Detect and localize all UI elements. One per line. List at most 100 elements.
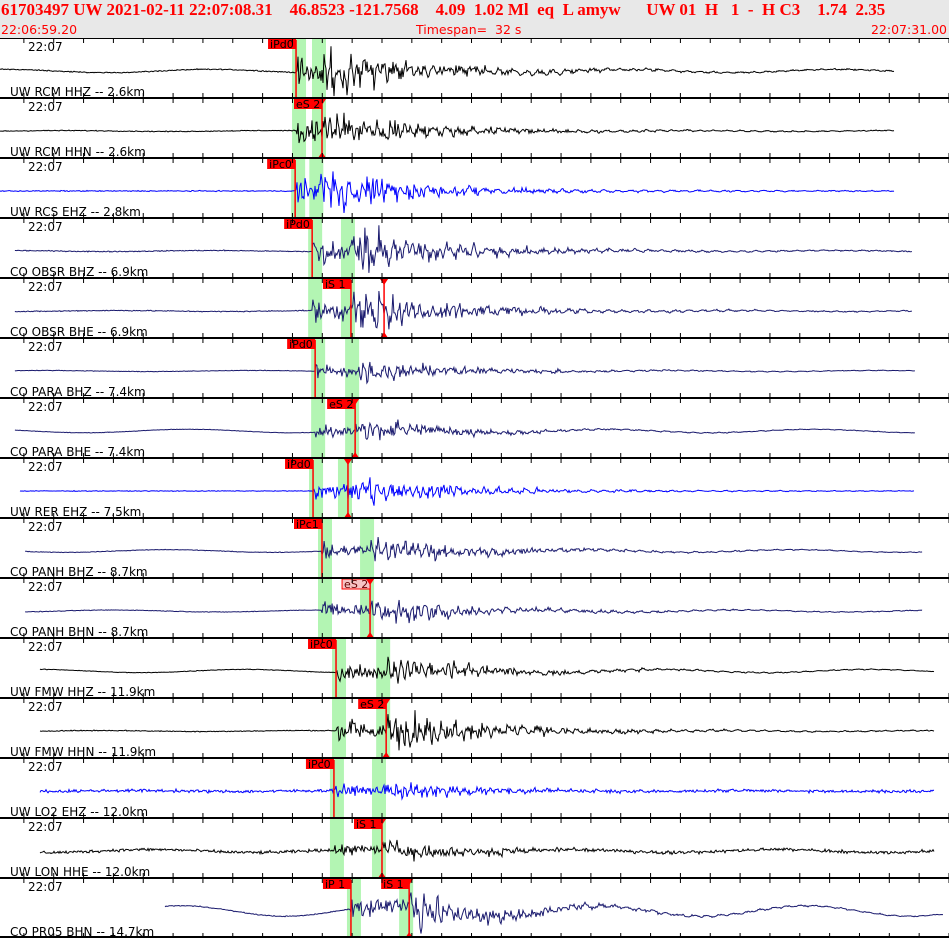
p-window xyxy=(332,698,347,758)
panel-time-label: 22:07 xyxy=(28,280,63,294)
waveform xyxy=(39,839,935,862)
phase-pick[interactable]: eS 2 xyxy=(327,398,360,458)
phase-pick[interactable]: iPc0 xyxy=(305,758,335,818)
pick-label-box xyxy=(287,339,316,349)
waveform xyxy=(164,892,943,934)
panel-time-label: 22:07 xyxy=(28,40,63,54)
station-label: CO OBSR BHZ -- 6.9km xyxy=(10,265,148,279)
phase-pick[interactable] xyxy=(343,459,352,518)
trace-panel[interactable]: iPd0 22:07 UW RER EHZ -- 7.5km xyxy=(0,457,949,519)
phase-pick[interactable]: iP 1 xyxy=(322,878,352,938)
pick-label: iPd0 xyxy=(287,458,311,471)
phase-pick[interactable] xyxy=(380,279,389,338)
waveform xyxy=(39,782,935,801)
s-window xyxy=(376,638,391,698)
station-label: CO PANH BHN -- 8.7km xyxy=(10,625,148,639)
p-window xyxy=(318,578,333,638)
waveform xyxy=(39,656,935,684)
phase-pick[interactable]: iPc0 xyxy=(267,158,296,218)
waveform xyxy=(0,46,895,97)
window-start-time: 22:06:59.20 xyxy=(1,22,78,37)
pick-label-box xyxy=(358,699,387,709)
pick-label-box xyxy=(267,159,296,169)
phase-pick[interactable]: iS 1 xyxy=(322,278,352,338)
station-label: UW FMW HHN -- 11.9km xyxy=(10,745,156,759)
phase-pick[interactable]: iPd0 xyxy=(284,218,313,278)
trace-panel[interactable]: iPc1 22:07 CO PANH BHZ -- 8.7km xyxy=(0,517,949,579)
panel-time-label: 22:07 xyxy=(28,220,63,234)
pick-label: iPc0 xyxy=(308,758,331,771)
pick-label: iS 1 xyxy=(356,818,377,831)
pick-triangle-down-icon xyxy=(351,399,360,405)
pick-triangle-down-icon xyxy=(366,579,375,585)
s-window xyxy=(340,218,355,278)
trace-panel[interactable]: eS 2 22:07 UW RCM HHN -- 2.6km xyxy=(0,97,949,159)
trace-panel[interactable]: eS 2 22:07 UW FMW HHN -- 11.9km xyxy=(0,697,949,759)
panel-time-label: 22:07 xyxy=(28,820,63,834)
panel-time-label: 22:07 xyxy=(28,460,63,474)
pick-label-box xyxy=(294,99,323,109)
station-label: CO PANH BHZ -- 8.7km xyxy=(10,565,148,579)
panel-time-label: 22:07 xyxy=(28,700,63,714)
pick-label-box xyxy=(381,879,410,889)
pick-triangle-down-icon xyxy=(343,459,352,465)
waveform xyxy=(14,290,912,330)
waveform xyxy=(25,599,923,624)
phase-pick[interactable]: eS 2 xyxy=(358,698,391,758)
pick-label: iPd0 xyxy=(270,38,294,51)
pick-label-box xyxy=(327,399,356,409)
pick-label-box xyxy=(322,279,351,289)
panel-time-label: 22:07 xyxy=(28,340,63,354)
phase-pick[interactable]: iPc0 xyxy=(308,638,337,698)
trace-panel[interactable]: eS 2 22:07 CO PARA BHE -- 7.4km xyxy=(0,397,949,459)
trace-panel[interactable]: iPc0 22:07 UW RCS EHZ -- 2.8km xyxy=(0,157,949,219)
trace-panel[interactable]: iPd0 22:07 CO PARA BHZ -- 7.4km xyxy=(0,337,949,399)
trace-panel[interactable]: iPd0 22:07 CO OBSR BHZ -- 6.9km xyxy=(0,217,949,279)
phase-pick[interactable]: iPd0 xyxy=(268,38,297,98)
pick-label-box xyxy=(305,759,334,769)
pick-label: iPc0 xyxy=(310,638,333,651)
pick-label: eS 2 xyxy=(296,98,320,111)
timespan: Timespan= 32 s xyxy=(416,22,522,37)
waveform xyxy=(14,361,915,385)
pick-label-box xyxy=(285,459,314,469)
pick-triangle-down-icon xyxy=(380,279,389,285)
pick-triangle-up-icon xyxy=(382,752,391,758)
pick-label: iPd0 xyxy=(286,218,310,231)
waveform xyxy=(25,537,923,562)
trace-panel[interactable]: iS 1 22:07 UW LON HHE -- 12.0km xyxy=(0,817,949,879)
window-end-time: 22:07:31.00 xyxy=(870,22,947,37)
station-label: CO PARA BHE -- 7.4km xyxy=(10,445,145,459)
trace-panel[interactable]: iPc0 22:07 UW FMW HHZ -- 11.9km xyxy=(0,637,949,699)
waveform xyxy=(14,419,916,441)
trace-panel[interactable]: iPc0 22:07 UW LO2 EHZ -- 12.0km xyxy=(0,757,949,819)
event-summary: 61703497 UW 2021-02-11 22:07:08.31 46.85… xyxy=(1,0,886,19)
p-window xyxy=(311,398,326,458)
station-label: UW FMW HHZ -- 11.9km xyxy=(10,685,155,699)
trace-panel[interactable]: eS 2 22:07 CO PANH BHN -- 8.7km xyxy=(0,577,949,639)
pick-label-box xyxy=(322,879,351,889)
station-label: CO PR05 BHN -- 14.7km xyxy=(10,925,154,938)
phase-pick[interactable]: iPd0 xyxy=(287,338,316,398)
pick-label: iP 1 xyxy=(325,878,345,891)
panel-time-label: 22:07 xyxy=(28,760,63,774)
trace-panel[interactable]: iPd0 22:07 UW RCM HHZ -- 2.6km xyxy=(0,38,949,99)
phase-pick[interactable]: iPd0 xyxy=(285,458,314,518)
phase-pick[interactable]: iPc1 xyxy=(294,518,323,578)
s-window xyxy=(345,338,360,398)
station-label: UW LO2 EHZ -- 12.0km xyxy=(10,805,148,819)
phase-pick[interactable]: eS 2 xyxy=(294,98,327,158)
pick-label-box xyxy=(308,639,337,649)
panel-time-label: 22:07 xyxy=(28,160,63,174)
panel-time-label: 22:07 xyxy=(28,400,63,414)
station-label: CO PARA BHZ -- 7.4km xyxy=(10,385,146,399)
trace-panel[interactable]: iP 1 iS 1 22:07 CO PR05 BHN -- 14.7km xyxy=(0,877,949,938)
pick-triangle-up-icon xyxy=(351,452,360,458)
station-label: UW RCM HHZ -- 2.6km xyxy=(10,85,145,99)
panel-time-label: 22:07 xyxy=(28,880,63,894)
trace-panel[interactable]: iS 1 22:07 CO OBSR BHE -- 6.9km xyxy=(0,277,949,339)
p-window xyxy=(292,98,307,158)
waveform xyxy=(39,710,935,751)
waveform xyxy=(0,112,895,144)
